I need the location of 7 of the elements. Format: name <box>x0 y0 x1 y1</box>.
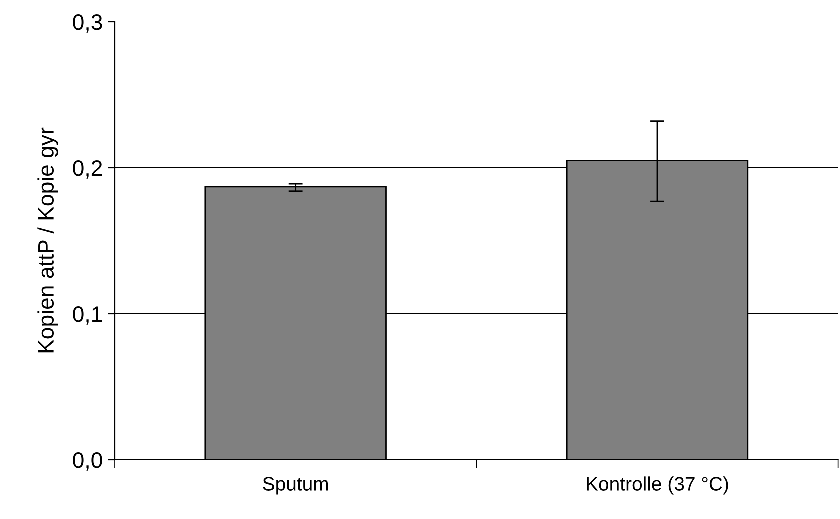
y-tick-label: 0,2 <box>73 160 102 179</box>
y-tick-label: 0,1 <box>73 306 102 325</box>
x-tick-label: Sputum <box>263 477 328 495</box>
y-axis-title: Kopien attP / Kopie gyr <box>38 128 58 353</box>
y-tick-label: 0,3 <box>73 14 102 33</box>
y-tick-label: 0,0 <box>73 452 102 471</box>
x-tick-label: Kontrolle (37 °C) <box>587 476 728 495</box>
